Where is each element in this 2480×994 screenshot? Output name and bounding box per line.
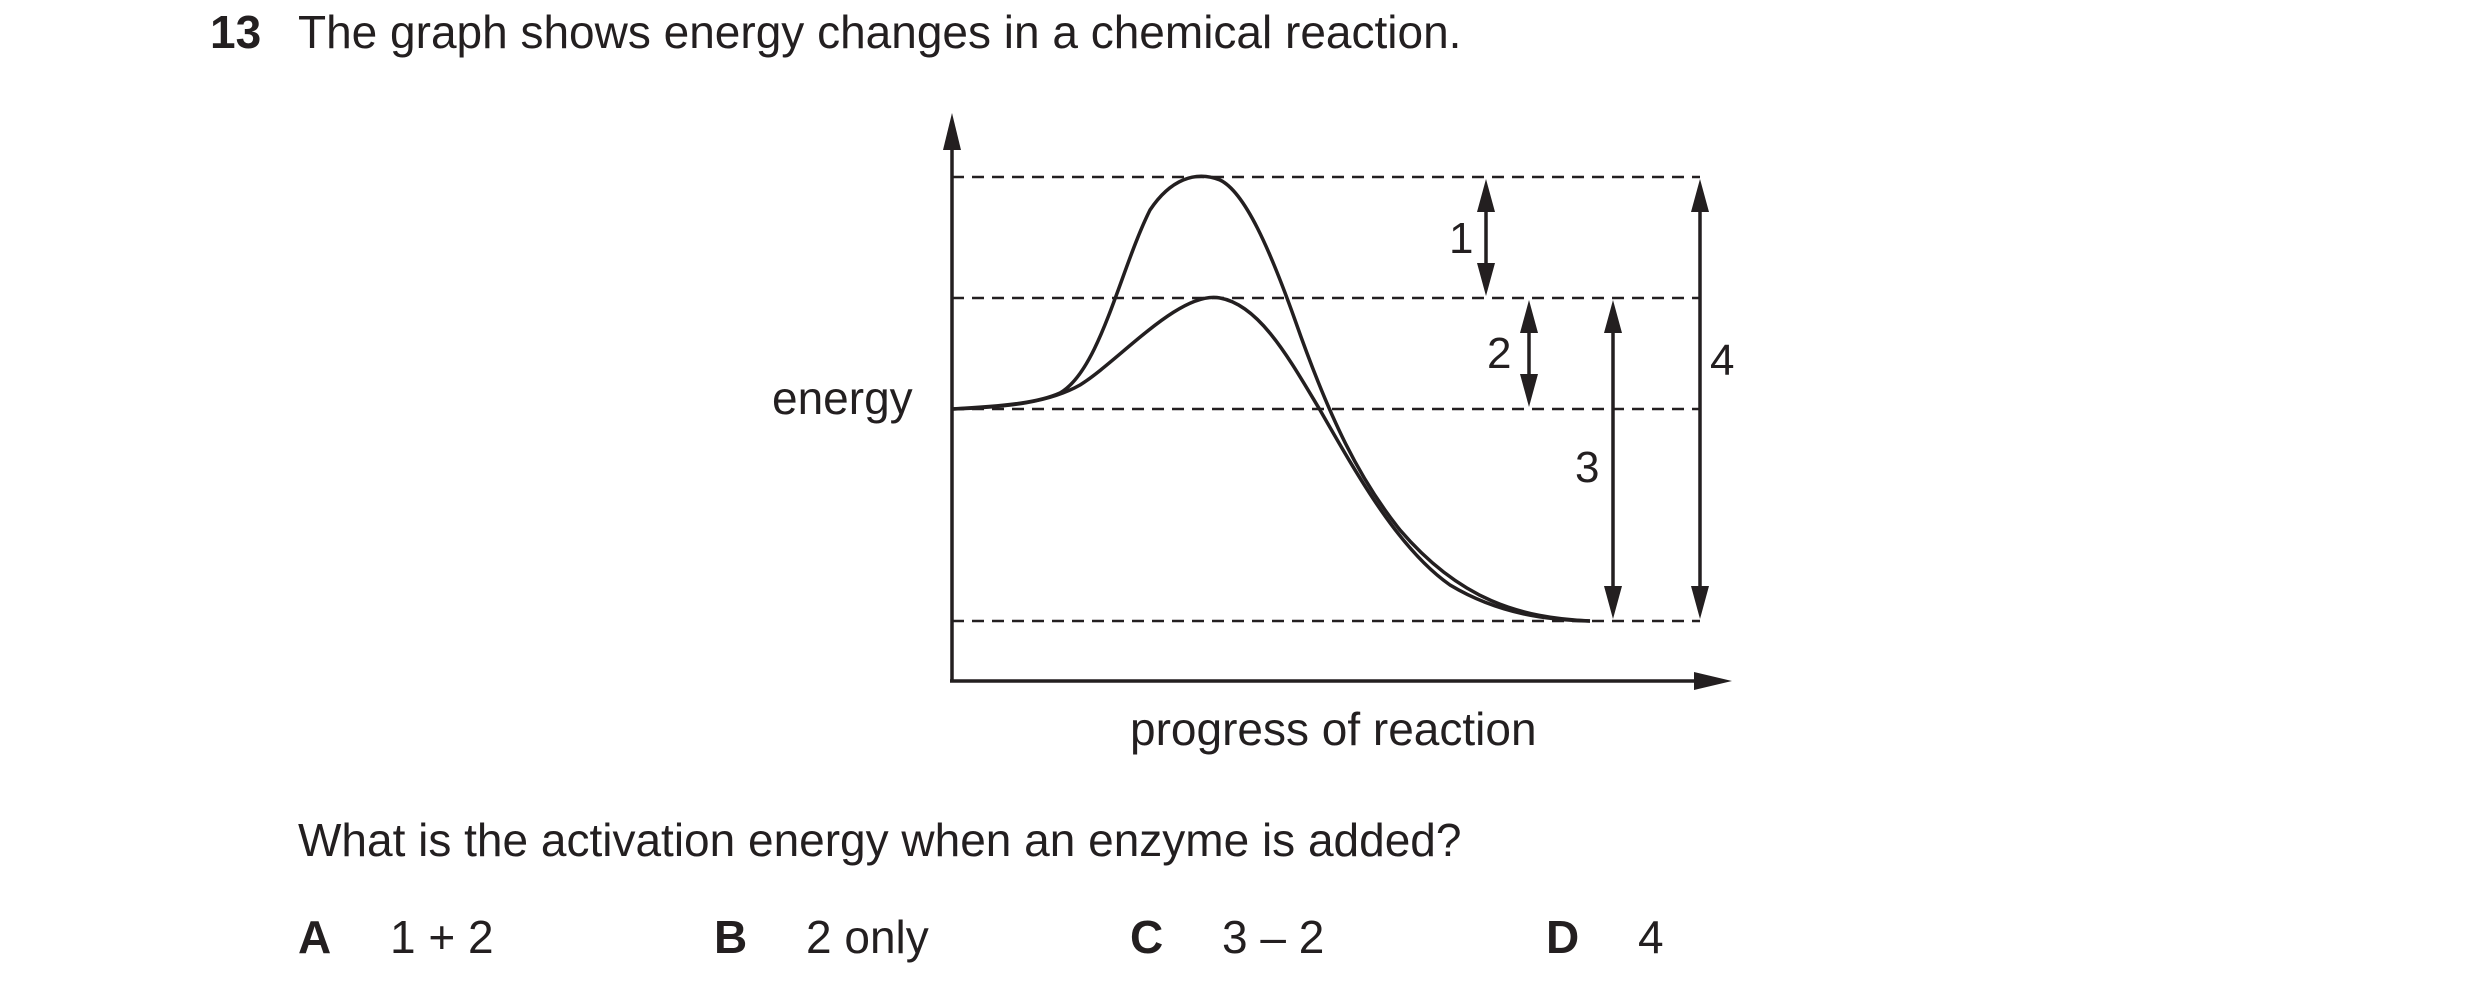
arrow-1-head-down xyxy=(1477,263,1495,296)
arrow-2-label: 2 xyxy=(1487,329,1511,378)
question-number: 13 xyxy=(210,6,262,58)
reaction-curves xyxy=(951,174,1591,623)
axes xyxy=(943,113,1732,690)
option-d-letter: D xyxy=(1546,911,1580,963)
option-a-text: 1 + 2 xyxy=(390,911,494,963)
arrow-2-head-up xyxy=(1520,300,1538,333)
arrow-1-label: 1 xyxy=(1449,214,1473,263)
y-axis-label: energy xyxy=(772,372,913,424)
catalysed-curve xyxy=(951,295,1591,623)
x-axis-arrowhead xyxy=(1694,672,1732,690)
uncatalysed-curve xyxy=(951,174,1591,623)
option-a-letter: A xyxy=(298,911,332,963)
option-c-text: 3 – 2 xyxy=(1222,911,1325,963)
y-axis-arrowhead xyxy=(943,113,961,150)
energy-arrows xyxy=(1484,210,1702,588)
option-b-text: 2 only xyxy=(806,911,929,963)
arrow-4-head-up xyxy=(1691,179,1709,212)
option-a: A 1 + 2 xyxy=(298,907,494,967)
x-axis-label: progress of reaction xyxy=(1130,703,1537,755)
arrow-3-head-down xyxy=(1604,586,1622,619)
arrow-2-head-down xyxy=(1520,374,1538,407)
option-c-letter: C xyxy=(1130,911,1164,963)
arrow-1-head-up xyxy=(1477,179,1495,212)
option-b: B 2 only xyxy=(714,907,929,967)
option-d-text: 4 xyxy=(1638,911,1664,963)
arrow-4-head-down xyxy=(1691,586,1709,619)
arrowheads xyxy=(1477,179,1709,619)
question-text: The graph shows energy changes in a chem… xyxy=(298,6,1462,58)
question-prompt: What is the activation energy when an en… xyxy=(298,814,1462,866)
arrow-4-label: 4 xyxy=(1710,336,1734,385)
arrow-3-label: 3 xyxy=(1575,443,1599,492)
option-b-letter: B xyxy=(714,911,748,963)
arrow-3-head-up xyxy=(1604,300,1622,333)
option-c: C 3 – 2 xyxy=(1130,907,1324,967)
